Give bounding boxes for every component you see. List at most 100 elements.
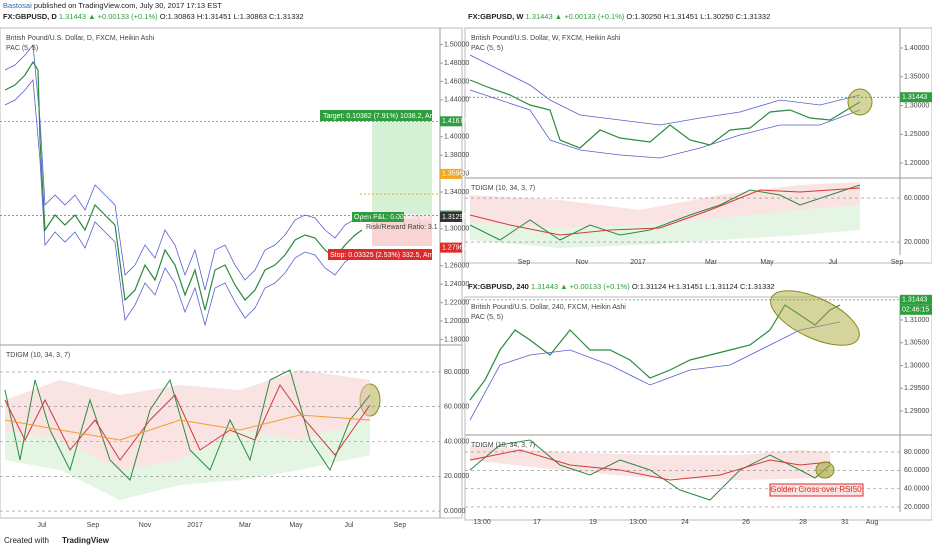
x-tick-label: Sep <box>891 259 904 266</box>
ratio-label: Risk/Reward Ratio: 3.1 <box>366 224 438 231</box>
label-bg <box>328 249 432 260</box>
price-label: 1.31443 <box>902 94 927 101</box>
symbol: FX:GBPUSD, D <box>3 12 57 21</box>
author[interactable]: Bastosai <box>3 1 32 10</box>
pac-band <box>4 43 363 291</box>
y-tick-label: 1.40000 <box>444 134 469 141</box>
y-tick-label: 1.30000 <box>904 102 929 109</box>
y-tick-label: 1.26000 <box>444 263 469 270</box>
ind-line <box>469 187 861 236</box>
pac-band <box>4 78 363 327</box>
ind-zone <box>5 370 370 470</box>
ind-line <box>469 449 831 481</box>
panel-header: FX:GBPUSD, W 1.31443 ▲ +0.00133 (+0.1%) … <box>468 12 770 21</box>
price-line <box>469 79 861 149</box>
y2-tick-label: 40.0000 <box>904 485 929 492</box>
y-tick-label: 1.40000 <box>904 45 929 52</box>
y2-tick-label: 80.0000 <box>904 449 929 456</box>
ohlc: O:1.31124 H:1.31451 L:1.31124 C:1.31332 <box>631 282 775 291</box>
x-tick-label: 13:00 <box>629 519 647 526</box>
panel-frame <box>0 27 463 519</box>
price-label-bg <box>900 294 932 305</box>
y-tick-label: 1.31000 <box>904 317 929 324</box>
ind-line <box>469 439 831 501</box>
indicator-label: TDIGM (10, 34, 3, 7) <box>6 352 70 359</box>
x-tick-label: 31 <box>841 519 849 526</box>
y-tick-label: 1.30000 <box>904 362 929 369</box>
y2-tick-label: 60.0000 <box>444 404 469 411</box>
y-tick-label: 1.25000 <box>904 131 929 138</box>
panel-header: FX:GBPUSD, D 1.31443 ▲ +0.00133 (+0.1%) … <box>3 12 304 21</box>
x-tick-label: Aug <box>866 519 879 526</box>
ind-zone <box>470 182 860 228</box>
price-label: 1.31292 <box>442 214 467 221</box>
y-tick-label: 1.30500 <box>904 340 929 347</box>
price-label: 1.27967 <box>442 244 467 251</box>
x-tick-label: May <box>289 522 303 529</box>
pac-label: PAC (5, 5) <box>6 45 38 52</box>
publish-line: Bastosai published on TradingView.com, J… <box>3 1 222 10</box>
price-label: 1.35967 <box>442 171 467 178</box>
pnl-label: Open P&L: 0.00040, Qty: <box>354 214 432 221</box>
y-tick-label: 1.20000 <box>904 160 929 167</box>
indicator-label: TDIGM (10, 34, 3, 7) <box>471 185 535 192</box>
y-tick-label: 1.44000 <box>444 97 469 104</box>
y-tick-label: 1.46000 <box>444 78 469 85</box>
x-tick-label: Jul <box>38 522 47 529</box>
pac-label: PAC (5, 5) <box>471 45 503 52</box>
x-tick-label: May <box>760 259 774 266</box>
ohlc: O:1.30250 H:1.31451 L:1.30250 C:1.31332 <box>626 12 771 21</box>
x-tick-label: Sep <box>394 522 407 529</box>
price-label-bg <box>440 168 462 179</box>
y-tick-label: 1.34000 <box>444 189 469 196</box>
y2-tick-label: 20.0000 <box>904 504 929 511</box>
change: ▲ +0.00133 (+0.1%) <box>554 12 625 21</box>
panel-frame <box>464 27 932 264</box>
highlight <box>847 88 873 116</box>
x-tick-label: Nov <box>139 522 152 529</box>
change: ▲ +0.00133 (+0.1%) <box>88 12 158 21</box>
x-tick-label: Jul <box>345 522 354 529</box>
series-title: British Pound/U.S. Dollar, 240, FXCM, He… <box>471 304 626 311</box>
price-label-bg <box>900 92 932 103</box>
price-label: 1.41674 <box>442 118 467 125</box>
timer: 02:46:15 <box>902 307 929 314</box>
profit-zone <box>372 118 432 216</box>
panel-frame <box>464 296 932 521</box>
x-tick-label: Nov <box>576 259 589 266</box>
panel-header: FX:GBPUSD, 240 1.31443 ▲ +0.00133 (+0.1%… <box>468 282 775 291</box>
x-tick-label: 2017 <box>630 259 646 266</box>
symbol: FX:GBPUSD, W <box>468 12 524 21</box>
x-tick-label: Jul <box>829 259 838 266</box>
ind-line <box>4 414 371 441</box>
published: published on TradingView.com, July 30, 2… <box>33 1 222 10</box>
y-tick-label: 1.18000 <box>444 336 469 343</box>
price-label-bg <box>440 116 462 127</box>
x-tick-label: Sep <box>87 522 100 529</box>
y2-tick-label: 60.0000 <box>904 195 929 202</box>
label-bg <box>352 212 404 222</box>
price: 1.31443 <box>530 282 559 291</box>
x-tick-label: Mar <box>239 522 252 529</box>
series-title: British Pound/U.S. Dollar, W, FXCM, Heik… <box>471 35 621 42</box>
y2-tick-label: 20.0000 <box>904 239 929 246</box>
y-tick-label: 1.48000 <box>444 60 469 67</box>
ind-zone <box>5 420 370 500</box>
annotation: Golden Cross over RSI50 <box>770 485 862 494</box>
y-tick-label: 1.50000 <box>444 41 469 48</box>
timer-bg <box>900 304 932 315</box>
footer: Created with <box>4 536 49 545</box>
y-tick-label: 1.38000 <box>444 152 469 159</box>
x-tick-label: 13:00 <box>473 519 491 526</box>
price-label-bg <box>440 242 462 253</box>
ind-line <box>469 184 861 241</box>
y-tick-label: 1.29500 <box>904 385 929 392</box>
brand[interactable]: TradingView <box>62 536 110 545</box>
pac-band <box>469 89 861 159</box>
annotation-box <box>769 483 864 497</box>
label-bg <box>320 110 432 121</box>
series-title: British Pound/U.S. Dollar, D, FXCM, Heik… <box>6 35 155 42</box>
change: ▲ +0.00133 (+0.1%) <box>560 282 630 291</box>
stop-label: Stop: 0.03325 (2.53%) 332.5, Am <box>330 252 434 259</box>
